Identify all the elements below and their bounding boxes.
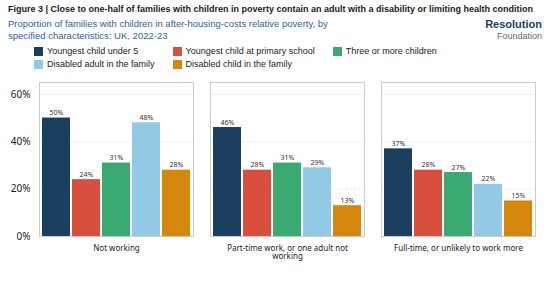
svg-text:24%: 24% xyxy=(80,170,94,179)
svg-text:Not working: Not working xyxy=(93,242,140,253)
svg-text:28%: 28% xyxy=(170,160,184,169)
html-text:Proportion of families with ch: Proportion of families with children in … xyxy=(8,18,328,41)
svg-text:46%: 46% xyxy=(221,118,235,127)
svg-text:31%: 31% xyxy=(281,153,295,162)
svg-text:Part-time work, or one adult n: Part-time work, or one adult notworking xyxy=(227,242,348,261)
html-text:Figure 3 | Close to one-half o: Figure 3 | Close to one-half of families… xyxy=(8,4,534,14)
svg-text:50%: 50% xyxy=(50,108,64,117)
svg-text:40%: 40% xyxy=(11,134,31,148)
svg-text:31%: 31% xyxy=(110,153,124,162)
svg-text:Full-time, or unlikely to work: Full-time, or unlikely to work more xyxy=(394,242,523,253)
svg-text:27%: 27% xyxy=(452,163,466,172)
svg-text:0%: 0% xyxy=(16,229,30,243)
svg-text:15%: 15% xyxy=(512,191,526,200)
html-text:Youngest child at primary scho: Youngest child at primary school xyxy=(185,46,315,56)
html-text:Disabled child in the family: Disabled child in the family xyxy=(185,59,293,69)
svg-text:22%: 22% xyxy=(482,174,496,183)
svg-text:60%: 60% xyxy=(11,87,31,101)
html-text:Foundation: Foundation xyxy=(497,31,542,41)
svg-text:29%: 29% xyxy=(311,158,325,167)
svg-text:28%: 28% xyxy=(251,160,265,169)
svg-text:28%: 28% xyxy=(422,160,436,169)
svg-text:48%: 48% xyxy=(140,113,154,122)
html-text:Resolution: Resolution xyxy=(485,18,542,30)
svg-text:37%: 37% xyxy=(392,139,406,148)
svg-text:13%: 13% xyxy=(341,196,355,205)
html-text:Disabled adult in the family: Disabled adult in the family xyxy=(47,59,155,69)
html-text:Youngest child under 5: Youngest child under 5 xyxy=(47,46,139,56)
svg-text:20%: 20% xyxy=(11,181,31,195)
html-text:Three or more children: Three or more children xyxy=(345,46,437,56)
